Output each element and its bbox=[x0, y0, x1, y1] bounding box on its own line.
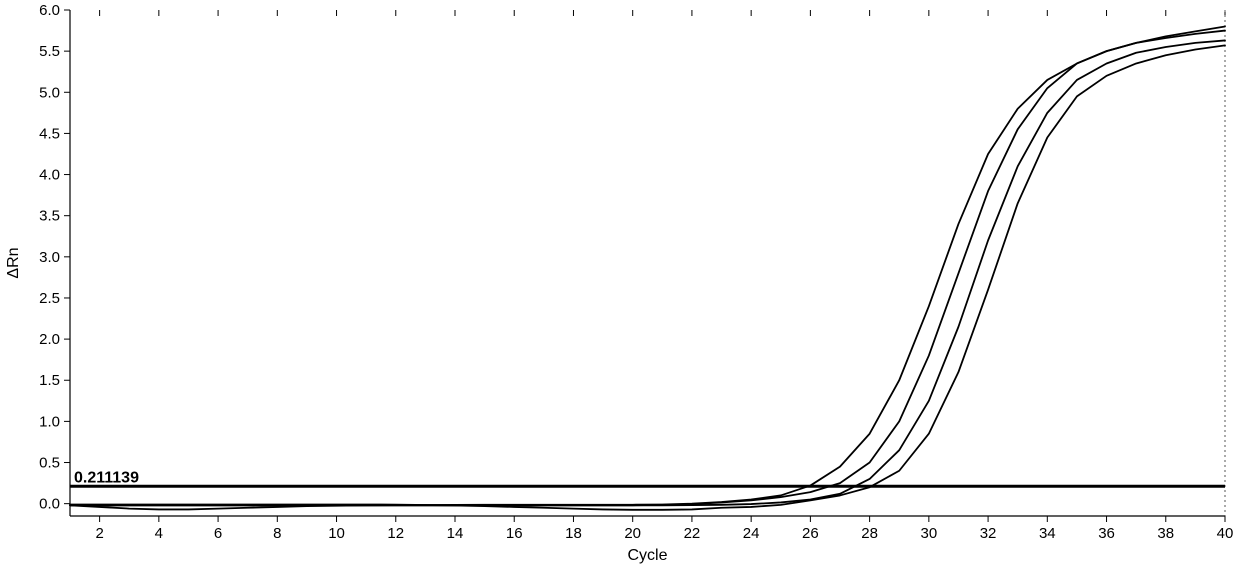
svg-text:10: 10 bbox=[328, 525, 345, 542]
amplification-plot: 0.0 0.5 1.0 1.5 2.0 2.5 3.0 3.5 4.0 4.5 5.0 5.5 6.0 2… bbox=[0, 0, 1240, 566]
svg-text:2.5: 2.5 bbox=[39, 290, 60, 307]
svg-text:6.0: 6.0 bbox=[39, 2, 60, 19]
svg-text:0.5: 0.5 bbox=[39, 455, 60, 472]
svg-text:8: 8 bbox=[273, 525, 281, 542]
svg-text:16: 16 bbox=[506, 525, 523, 542]
threshold-label: 0.211139 bbox=[74, 469, 139, 486]
svg-text:18: 18 bbox=[565, 525, 582, 542]
svg-text:1.0: 1.0 bbox=[39, 413, 60, 430]
svg-text:40: 40 bbox=[1217, 525, 1234, 542]
x-axis-label: Cycle bbox=[627, 547, 667, 564]
svg-text:1.5: 1.5 bbox=[39, 372, 60, 389]
svg-text:20: 20 bbox=[624, 525, 641, 542]
svg-text:5.0: 5.0 bbox=[39, 84, 60, 101]
svg-text:2: 2 bbox=[95, 525, 103, 542]
svg-text:36: 36 bbox=[1098, 525, 1115, 542]
chart-svg: 0.0 0.5 1.0 1.5 2.0 2.5 3.0 3.5 4.0 4.5 5.0 5.5 6.0 2… bbox=[0, 0, 1240, 566]
svg-text:3.5: 3.5 bbox=[39, 208, 60, 225]
svg-text:12: 12 bbox=[387, 525, 404, 542]
svg-text:14: 14 bbox=[447, 525, 464, 542]
svg-text:32: 32 bbox=[980, 525, 997, 542]
svg-text:30: 30 bbox=[921, 525, 938, 542]
svg-text:28: 28 bbox=[861, 525, 878, 542]
svg-text:38: 38 bbox=[1157, 525, 1174, 542]
svg-text:4.0: 4.0 bbox=[39, 167, 60, 184]
svg-text:2.0: 2.0 bbox=[39, 331, 60, 348]
svg-text:4.5: 4.5 bbox=[39, 125, 60, 142]
svg-text:22: 22 bbox=[684, 525, 701, 542]
svg-text:4: 4 bbox=[155, 525, 163, 542]
svg-text:3.0: 3.0 bbox=[39, 249, 60, 266]
y-axis-label: ΔRn bbox=[5, 247, 22, 278]
svg-text:5.5: 5.5 bbox=[39, 43, 60, 60]
svg-text:0.0: 0.0 bbox=[39, 496, 60, 513]
svg-text:34: 34 bbox=[1039, 525, 1056, 542]
svg-text:24: 24 bbox=[743, 525, 760, 542]
svg-text:26: 26 bbox=[802, 525, 819, 542]
svg-text:6: 6 bbox=[214, 525, 222, 542]
